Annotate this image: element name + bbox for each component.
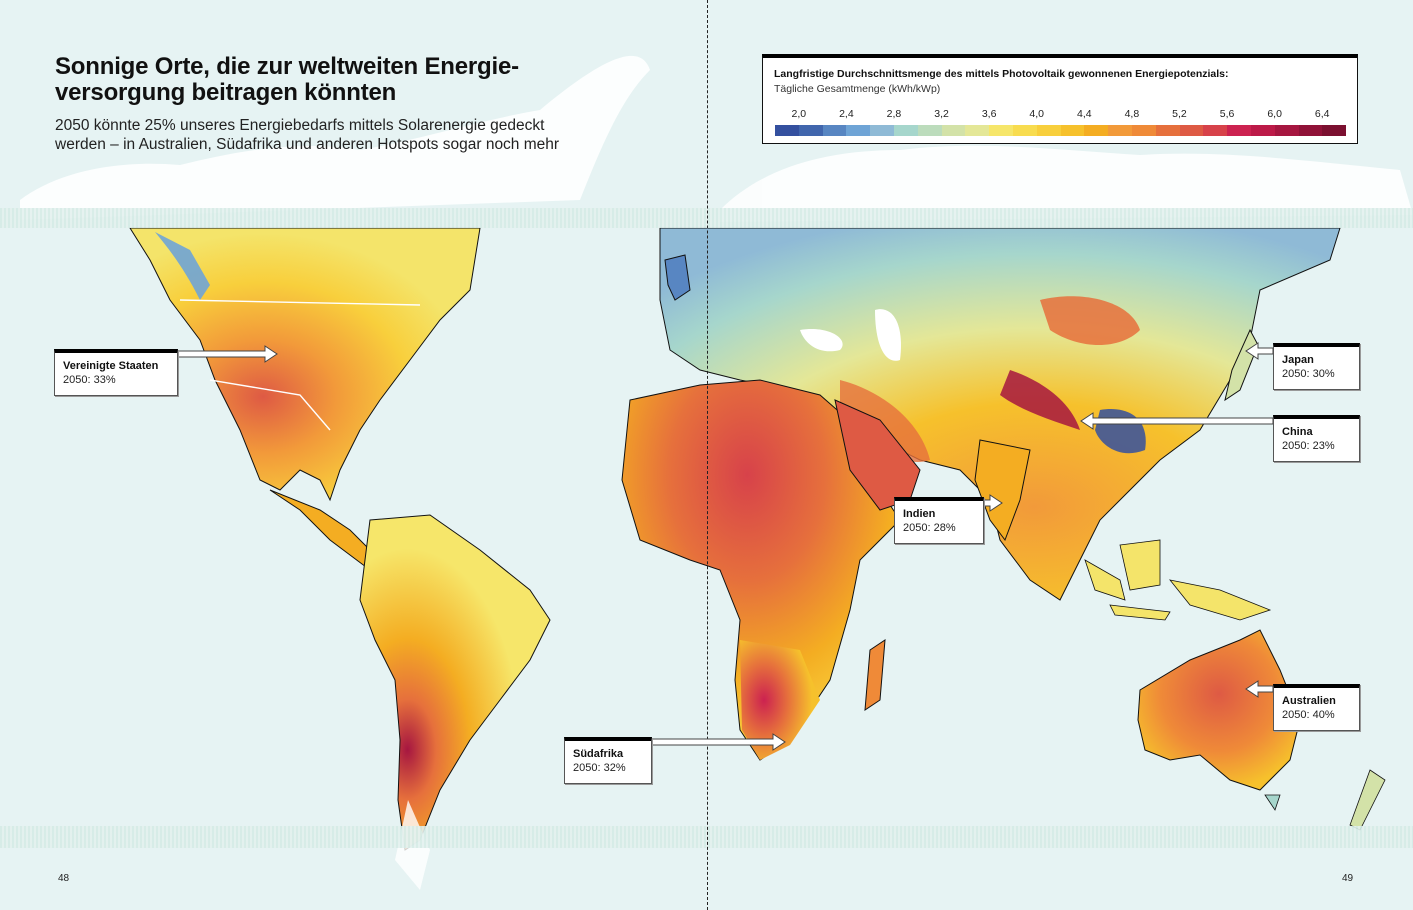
legend-swatch xyxy=(941,125,966,136)
legend-swatch xyxy=(989,125,1013,136)
callout-value: 2050: 33% xyxy=(63,374,116,386)
legend-ticks: 2,0 2,4 2,8 3,2 3,6 4,0 4,4 4,8 5,2 5,6 6,0 6,4 xyxy=(775,108,1347,122)
legend-unit: Tägliche Gesamtmenge (kWh/kWp) xyxy=(774,83,941,95)
callout-name: Südafrika xyxy=(573,748,624,760)
title-line-1: Sonnige Orte, die zur weltweiten Energie… xyxy=(55,53,519,80)
legend: Langfristige Durchschnittsmenge des mitt… xyxy=(762,54,1358,144)
legend-tick-label: 5,6 xyxy=(1219,108,1235,120)
legend-swatch xyxy=(1012,125,1037,136)
legend-swatch xyxy=(1131,125,1156,136)
legend-tick-label: 6,4 xyxy=(1314,108,1330,120)
arrow-india xyxy=(982,494,1003,512)
legend-tick-label: 2,8 xyxy=(886,108,902,120)
page-number-right: 49 xyxy=(1342,873,1354,884)
legend-tick-label: 5,2 xyxy=(1172,108,1187,120)
legend-title: Langfristige Durchschnittsmenge des mitt… xyxy=(774,68,1229,80)
callout-name: Vereinigte Staaten xyxy=(63,360,159,372)
callout-value: 2050: 40% xyxy=(1282,709,1335,721)
legend-swatch xyxy=(1250,125,1275,136)
legend-tick-label: 4,4 xyxy=(1076,108,1092,120)
callout-value: 2050: 23% xyxy=(1282,440,1335,452)
legend-swatch xyxy=(965,125,990,136)
legend-color-scale xyxy=(775,125,1347,136)
legend-swatch xyxy=(1322,125,1347,136)
legend-swatch xyxy=(1298,125,1323,136)
legend-tick-label: 4,0 xyxy=(1029,108,1045,120)
callout-name: China xyxy=(1282,426,1313,438)
callout-name: Japan xyxy=(1282,354,1314,366)
legend-swatch xyxy=(1084,125,1109,136)
arrow-china xyxy=(1080,412,1274,430)
arrow-usa xyxy=(176,345,278,363)
callout-china: China 2050: 23% xyxy=(1273,415,1360,462)
arrow-japan xyxy=(1245,342,1274,360)
legend-tick-label: 2,0 xyxy=(791,108,807,120)
callout-value: 2050: 30% xyxy=(1282,368,1335,380)
callout-name: Indien xyxy=(903,508,936,520)
callout-australia: Australien 2050: 40% xyxy=(1273,684,1360,731)
legend-swatch xyxy=(1227,125,1251,136)
legend-tick-label: 3,6 xyxy=(981,108,997,120)
legend-tick-label: 6,0 xyxy=(1267,108,1282,120)
arctic-band xyxy=(0,208,1413,228)
legend-swatch xyxy=(798,125,823,136)
arrow-south-africa xyxy=(650,733,786,751)
callout-name: Australien xyxy=(1282,695,1336,707)
legend-tick-label: 2,4 xyxy=(839,108,854,120)
subtitle: 2050 könnte 25% unseres Energiebedarfs m… xyxy=(55,116,635,154)
legend-swatch xyxy=(893,125,918,136)
legend-swatch xyxy=(1179,125,1204,136)
page-fold-line xyxy=(707,0,708,910)
callout-usa: Vereinigte Staaten 2050: 33% xyxy=(54,349,178,396)
callout-south-africa: Südafrika 2050: 32% xyxy=(564,737,652,784)
title-line-2: versorgung beitragen könnten xyxy=(55,79,397,106)
page-title: Sonnige Orte, die zur weltweiten Energie… xyxy=(55,54,635,106)
legend-swatch xyxy=(1060,125,1085,136)
legend-swatch xyxy=(775,125,799,136)
legend-swatch xyxy=(1036,125,1061,136)
legend-swatch xyxy=(846,125,871,136)
callout-value: 2050: 28% xyxy=(903,522,956,534)
legend-swatch xyxy=(1108,125,1132,136)
callout-value: 2050: 32% xyxy=(573,762,626,774)
title-block: Sonnige Orte, die zur weltweiten Energie… xyxy=(55,54,635,154)
legend-swatch xyxy=(917,125,942,136)
callout-japan: Japan 2050: 30% xyxy=(1273,343,1360,390)
legend-swatch xyxy=(870,125,894,136)
subtitle-line-1: 2050 könnte 25% unseres Energiebedarfs m… xyxy=(55,117,545,134)
legend-tick-label: 4,8 xyxy=(1124,108,1140,120)
legend-swatch xyxy=(1155,125,1180,136)
arrow-australia xyxy=(1245,680,1274,698)
legend-swatch xyxy=(822,125,847,136)
callout-india: Indien 2050: 28% xyxy=(894,497,984,544)
subtitle-line-2: werden – in Australien, Südafrika und an… xyxy=(55,136,560,153)
antarctic-band xyxy=(0,826,1413,848)
page-number-left: 48 xyxy=(58,873,70,884)
legend-swatch xyxy=(1274,125,1299,136)
legend-swatch xyxy=(1203,125,1228,136)
legend-tick-label: 3,2 xyxy=(934,108,949,120)
